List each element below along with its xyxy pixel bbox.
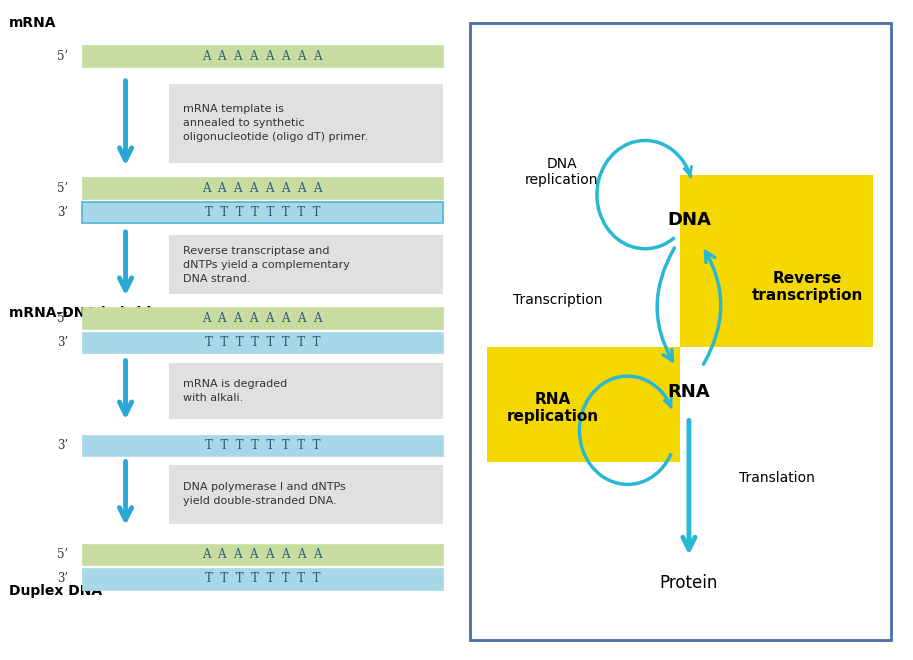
Text: Translation: Translation	[739, 471, 814, 485]
Bar	[82, 332, 443, 354]
Polygon shape	[828, 601, 842, 630]
Bar	[82, 201, 443, 223]
Bar	[82, 434, 443, 457]
Text: 3’: 3’	[58, 439, 68, 452]
Text: 5’: 5’	[58, 182, 68, 195]
Bar	[169, 235, 443, 294]
Text: mRNA template is
annealed to synthetic
oligonucleotide (oligo dT) primer.: mRNA template is annealed to synthetic o…	[183, 104, 368, 143]
Text: DNA: DNA	[667, 211, 711, 229]
Text: RNA: RNA	[667, 383, 710, 401]
Text: Reverse
transcription: Reverse transcription	[751, 271, 863, 303]
Text: Protein: Protein	[660, 574, 719, 592]
Text: RNA
replication: RNA replication	[507, 392, 599, 424]
Text: T  T  T  T  T  T  T  T: T T T T T T T T	[205, 439, 320, 452]
Text: T  T  T  T  T  T  T  T: T T T T T T T T	[205, 336, 320, 349]
Text: mRNA: mRNA	[9, 16, 57, 30]
Bar	[82, 307, 443, 329]
Text: Duplex DNA: Duplex DNA	[9, 583, 102, 598]
Text: 5’: 5’	[58, 50, 68, 63]
Text: T  T  T  T  T  T  T  T: T T T T T T T T	[205, 206, 320, 219]
Text: mRNA is degraded
with alkali.: mRNA is degraded with alkali.	[183, 379, 287, 403]
Text: DNA polymerase I and dNTPs
yield double-stranded DNA.: DNA polymerase I and dNTPs yield double-…	[183, 482, 345, 506]
Bar	[82, 544, 443, 565]
Text: Transcription: Transcription	[513, 292, 603, 307]
Bar	[169, 465, 443, 524]
Bar	[680, 176, 873, 347]
Text: 3’: 3’	[58, 336, 68, 349]
Text: T  T  T  T  T  T  T  T: T T T T T T T T	[205, 572, 320, 585]
Bar	[817, 606, 828, 624]
Bar	[169, 84, 443, 163]
Text: 3’: 3’	[58, 206, 68, 219]
Text: mRNA-DNA hybrid: mRNA-DNA hybrid	[9, 306, 152, 321]
Text: A  A  A  A  A  A  A  A: A A A A A A A A	[203, 548, 322, 561]
Text: 5’: 5’	[58, 548, 68, 561]
Text: A  A  A  A  A  A  A  A: A A A A A A A A	[203, 182, 322, 195]
Text: A  A  A  A  A  A  A  A: A A A A A A A A	[203, 312, 322, 325]
Text: 3’: 3’	[58, 572, 68, 585]
Text: Reverse transcriptase and
dNTPs yield a complementary
DNA strand.: Reverse transcriptase and dNTPs yield a …	[183, 246, 350, 284]
Text: 5’: 5’	[58, 312, 68, 325]
Text: A  A  A  A  A  A  A  A: A A A A A A A A	[203, 50, 322, 63]
Bar	[82, 177, 443, 199]
Bar	[82, 568, 443, 590]
Text: DNA
replication: DNA replication	[525, 157, 599, 187]
Bar	[169, 363, 443, 418]
Bar	[82, 45, 443, 67]
Bar	[488, 347, 680, 462]
